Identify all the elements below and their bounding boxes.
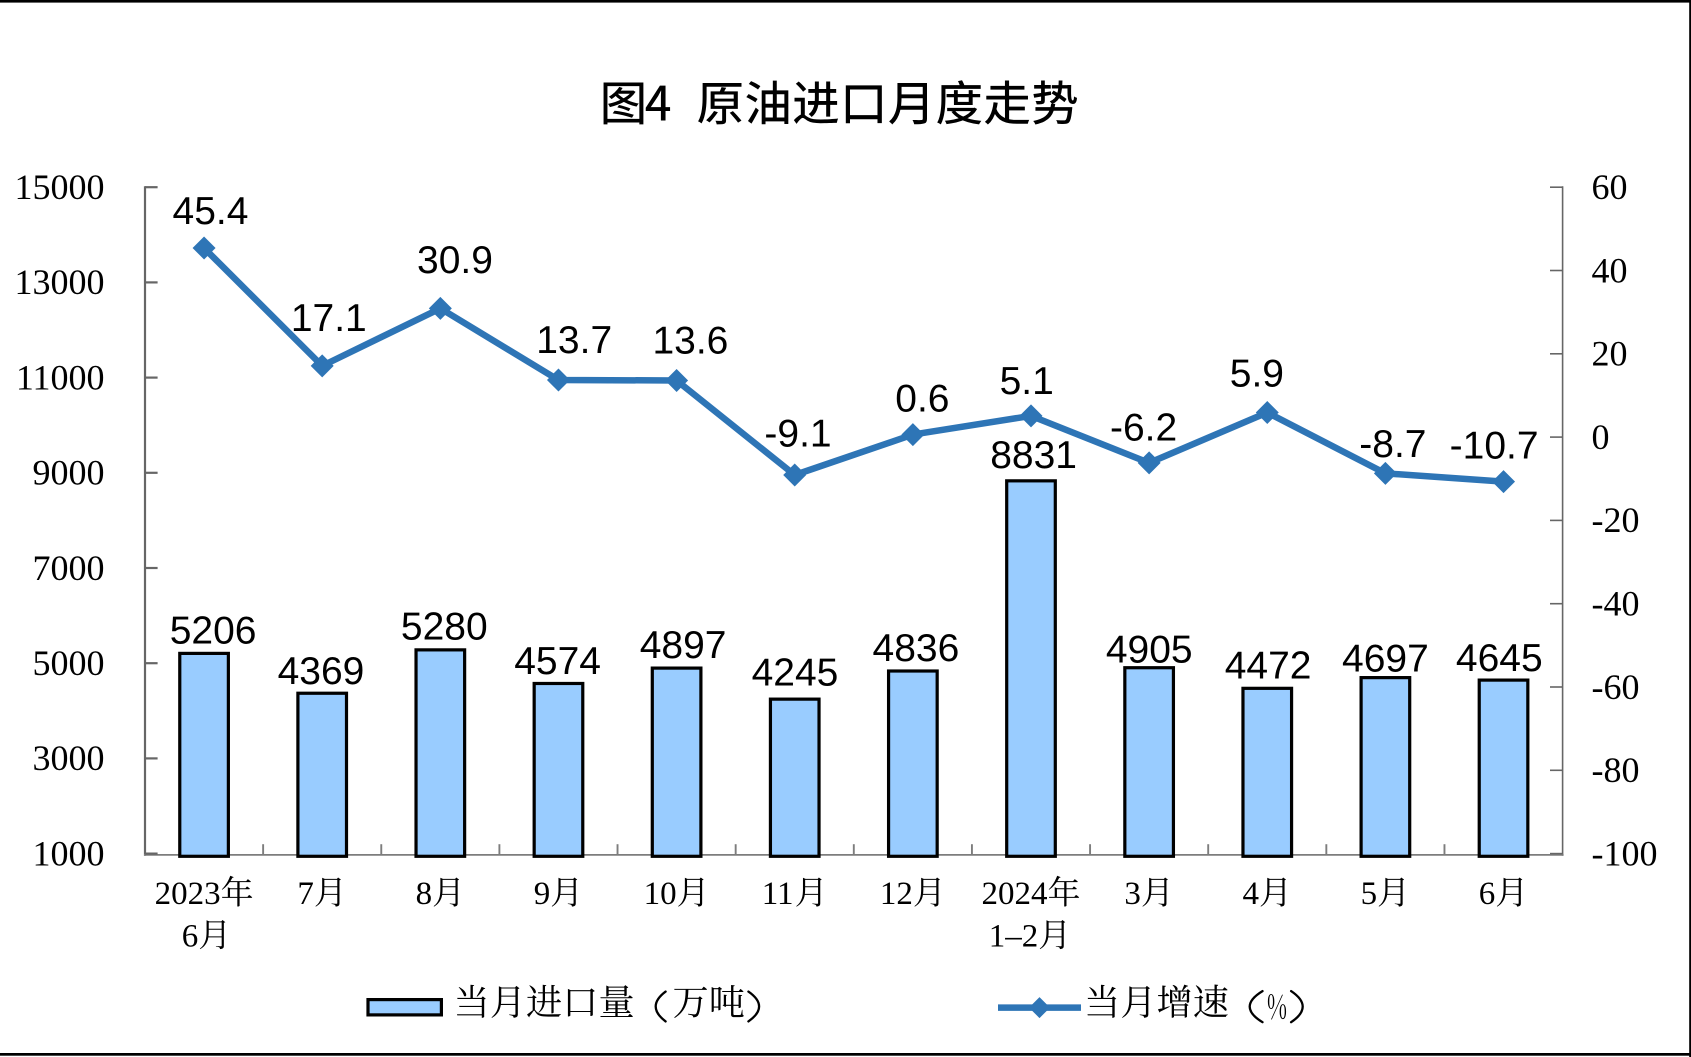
svg-text:4897: 4897 xyxy=(640,624,727,667)
svg-text:7: 7 xyxy=(297,876,314,912)
svg-text:-100: -100 xyxy=(1592,833,1658,873)
svg-text:9000: 9000 xyxy=(33,453,105,493)
svg-text:4697: 4697 xyxy=(1342,638,1429,681)
svg-text:40: 40 xyxy=(1592,250,1628,290)
svg-text:-8.7: -8.7 xyxy=(1359,423,1426,466)
svg-text:12: 12 xyxy=(880,876,913,912)
svg-text:60: 60 xyxy=(1592,167,1628,207)
svg-text:10: 10 xyxy=(644,876,677,912)
svg-text:4905: 4905 xyxy=(1106,629,1193,672)
svg-text:13.7: 13.7 xyxy=(536,319,612,362)
svg-text:13.6: 13.6 xyxy=(652,320,728,363)
svg-text:4574: 4574 xyxy=(514,640,601,683)
svg-text:11000: 11000 xyxy=(16,357,105,397)
svg-text:1–2: 1–2 xyxy=(989,919,1039,955)
svg-text:-9.1: -9.1 xyxy=(764,412,831,455)
svg-text:0: 0 xyxy=(1592,417,1610,457)
svg-text:4836: 4836 xyxy=(873,627,960,670)
svg-text:9: 9 xyxy=(534,876,551,912)
svg-text:2023: 2023 xyxy=(155,876,221,912)
svg-text:-20: -20 xyxy=(1592,500,1640,540)
svg-text:-6.2: -6.2 xyxy=(1110,407,1177,450)
svg-text:2024: 2024 xyxy=(982,876,1048,912)
svg-text:-80: -80 xyxy=(1592,750,1640,790)
svg-text:4245: 4245 xyxy=(752,652,839,695)
svg-text:6: 6 xyxy=(1479,876,1496,912)
svg-text:13000: 13000 xyxy=(15,262,105,302)
svg-text:5.9: 5.9 xyxy=(1230,353,1284,396)
svg-text:6: 6 xyxy=(182,919,199,955)
svg-text:30.9: 30.9 xyxy=(417,239,493,282)
svg-text:15000: 15000 xyxy=(15,167,105,207)
svg-text:8: 8 xyxy=(416,876,433,912)
svg-text:8831: 8831 xyxy=(990,434,1077,477)
svg-text:-10.7: -10.7 xyxy=(1450,425,1539,468)
svg-text:11: 11 xyxy=(762,876,794,912)
svg-text:5000: 5000 xyxy=(33,643,105,683)
svg-text:45.4: 45.4 xyxy=(173,190,249,233)
svg-text:7000: 7000 xyxy=(33,548,105,588)
svg-text:5206: 5206 xyxy=(170,609,257,652)
svg-text:3000: 3000 xyxy=(33,738,105,778)
svg-text:5.1: 5.1 xyxy=(1000,360,1054,403)
svg-text:20: 20 xyxy=(1592,334,1628,374)
svg-text:4: 4 xyxy=(1243,876,1260,912)
svg-text:5: 5 xyxy=(1361,876,1378,912)
svg-text:-40: -40 xyxy=(1592,584,1640,624)
svg-text:-60: -60 xyxy=(1592,667,1640,707)
svg-text:3: 3 xyxy=(1124,876,1141,912)
svg-text:4645: 4645 xyxy=(1456,637,1543,680)
svg-text:4369: 4369 xyxy=(278,650,365,693)
svg-text:1000: 1000 xyxy=(33,833,105,873)
svg-text:5280: 5280 xyxy=(401,606,488,649)
svg-text:17.1: 17.1 xyxy=(291,297,367,340)
svg-text:0.6: 0.6 xyxy=(895,378,949,421)
svg-text:4472: 4472 xyxy=(1225,645,1312,688)
